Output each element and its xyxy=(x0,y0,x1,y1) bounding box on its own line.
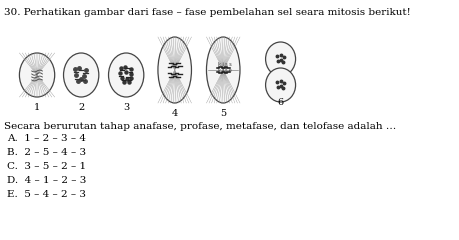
Text: 2: 2 xyxy=(78,103,84,112)
Text: 4: 4 xyxy=(171,109,178,118)
Ellipse shape xyxy=(19,53,55,97)
Text: 3: 3 xyxy=(123,103,129,112)
Ellipse shape xyxy=(108,53,144,97)
Text: k i t e: k i t e xyxy=(218,68,231,73)
Text: C.  3 – 5 – 2 – 1: C. 3 – 5 – 2 – 1 xyxy=(7,162,86,171)
Text: k i s s: k i s s xyxy=(218,61,231,66)
Circle shape xyxy=(265,68,295,102)
Ellipse shape xyxy=(206,37,240,103)
Text: 30. Perhatikan gambar dari fase – fase pembelahan sel seara mitosis berikut!: 30. Perhatikan gambar dari fase – fase p… xyxy=(5,8,410,17)
Text: 1: 1 xyxy=(34,103,40,112)
Text: D.  4 – 1 – 2 – 3: D. 4 – 1 – 2 – 3 xyxy=(7,176,86,185)
Text: Secara berurutan tahap anafase, profase, metafase, dan telofase adalah …: Secara berurutan tahap anafase, profase,… xyxy=(5,122,396,131)
Circle shape xyxy=(265,42,295,76)
Text: E.  5 – 4 – 2 – 3: E. 5 – 4 – 2 – 3 xyxy=(7,190,86,199)
Text: B.  2 – 5 – 4 – 3: B. 2 – 5 – 4 – 3 xyxy=(7,148,86,157)
Ellipse shape xyxy=(157,37,191,103)
Text: A.  1 – 2 – 3 – 4: A. 1 – 2 – 3 – 4 xyxy=(7,134,86,143)
Text: 6: 6 xyxy=(277,98,283,107)
Text: 5: 5 xyxy=(220,109,226,118)
Ellipse shape xyxy=(63,53,99,97)
